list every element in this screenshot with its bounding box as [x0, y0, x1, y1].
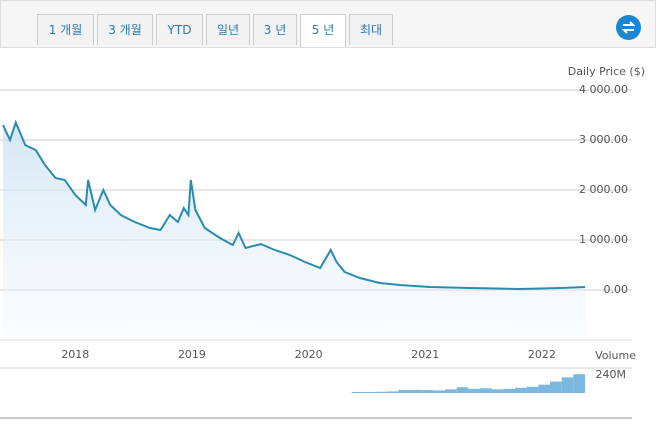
y-tick-label: 4 000.00: [579, 83, 628, 96]
volume-bar: [363, 391, 376, 393]
volume-bar: [561, 377, 574, 393]
volume-bar: [410, 389, 422, 393]
volume-bar: [503, 388, 516, 393]
volume-bar: [573, 374, 585, 393]
volume-bar: [386, 391, 399, 393]
tab[interactable]: YTD: [156, 14, 203, 45]
volume-bar: [456, 387, 469, 393]
x-tick-label: 2020: [295, 348, 323, 361]
x-tick-label: 2019: [178, 348, 206, 361]
swap-button[interactable]: [616, 15, 641, 40]
price-axis-title: Daily Price ($): [568, 65, 645, 78]
volume-bar: [351, 391, 364, 393]
y-tick-label: 2 000.00: [579, 183, 628, 196]
volume-bar: [480, 388, 492, 393]
volume-bar: [468, 388, 481, 393]
volume-bar: [433, 390, 446, 393]
x-tick-label: 2022: [528, 348, 556, 361]
volume-bar: [398, 389, 411, 393]
volume-bar: [445, 389, 457, 393]
volume-bar: [526, 386, 539, 393]
price-area: [3, 122, 585, 340]
y-tick-label: 240M: [596, 368, 627, 381]
y-tick-label: 3 000.00: [579, 133, 628, 146]
tab[interactable]: 최대: [349, 14, 393, 45]
tab[interactable]: 5 년: [300, 14, 346, 47]
volume-bar: [375, 391, 387, 393]
volume-bar: [421, 390, 434, 393]
x-tick-label: 2021: [411, 348, 439, 361]
volume-axis-title: Volume: [595, 349, 636, 362]
swap-icon: [621, 21, 636, 34]
tab[interactable]: 3 개월: [97, 14, 153, 45]
price-line: [2, 119, 586, 291]
volume-bar: [538, 384, 551, 393]
volume-bar: [550, 381, 562, 393]
volume-bar: [491, 389, 504, 393]
x-tick-label: 2018: [61, 348, 89, 361]
volume-bar: [515, 387, 527, 393]
tab[interactable]: 3 년: [253, 14, 297, 45]
y-tick-label: 0.00: [604, 283, 629, 296]
tab[interactable]: 일년: [206, 14, 250, 45]
y-tick-label: 1 000.00: [579, 233, 628, 246]
tab[interactable]: 1 개월: [37, 14, 94, 45]
